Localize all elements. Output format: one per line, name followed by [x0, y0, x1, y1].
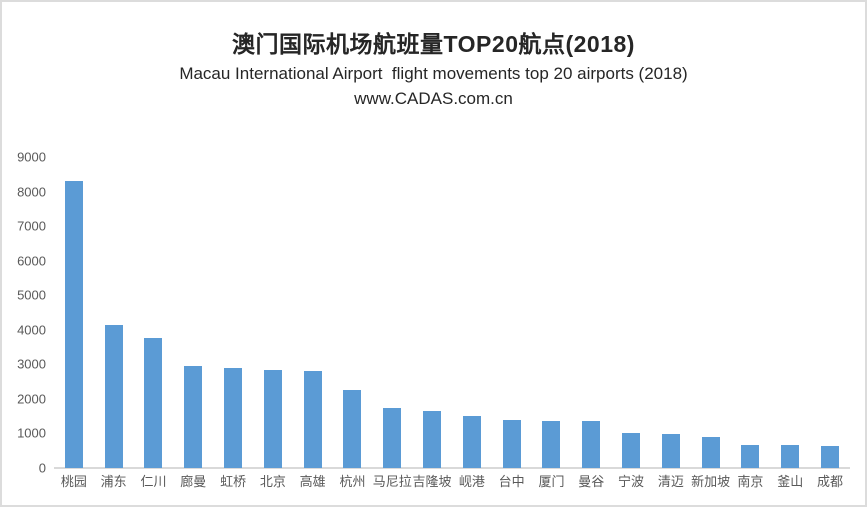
x-axis-label: 釜山: [777, 474, 804, 489]
chart-subtitle: Macau International Airport flight movem…: [179, 64, 688, 83]
y-axis-tick-label: 7000: [17, 218, 46, 234]
bar-清迈: [661, 434, 680, 468]
x-axis-label: 高雄: [299, 474, 326, 489]
x-axis-label: 虹桥: [220, 474, 247, 489]
x-axis-label: 浦东: [100, 474, 127, 489]
bar-台中: [502, 419, 521, 468]
x-axis-label: 仁川: [140, 474, 167, 489]
y-axis-tick-label: 6000: [17, 253, 46, 269]
bar-浦东: [104, 324, 123, 468]
bar-slot: 清迈: [651, 157, 691, 488]
bar-厦门: [542, 420, 561, 468]
bar-北京: [263, 369, 282, 468]
x-axis-label: 桃园: [60, 474, 87, 489]
y-axis-tick-label: 0: [38, 460, 46, 476]
x-axis-label: 杭州: [339, 474, 366, 489]
bar-slot: 岘港: [452, 157, 492, 488]
bar-slot: 浦东: [94, 157, 134, 488]
bar-仁川: [144, 338, 163, 468]
plot-area: 0 1000 2000 3000 4000 5000 6000 7000 8000 9000 桃园…: [17, 151, 850, 488]
x-axis-label: 成都: [817, 474, 844, 489]
bar-桃园: [64, 181, 83, 468]
x-axis-line: [54, 467, 850, 469]
y-axis-tick-label: 8000: [17, 184, 46, 200]
y-axis-tick-label: 4000: [17, 322, 46, 338]
bar-岘港: [462, 416, 481, 468]
y-axis-tick-label: 9000: [17, 149, 46, 165]
y-axis-tick-label: 3000: [17, 356, 46, 372]
x-axis-label: 马尼拉: [372, 474, 412, 489]
x-axis-label: 廊曼: [180, 474, 207, 489]
bar-曼谷: [582, 420, 601, 468]
chart-title: 澳门国际机场航班量TOP20航点(2018): [232, 31, 635, 57]
bar-slot: 厦门: [532, 157, 572, 488]
bar-成都: [821, 445, 840, 468]
x-axis-label: 岘港: [458, 474, 485, 489]
bar-马尼拉: [383, 407, 402, 468]
bar-高雄: [303, 371, 322, 468]
x-axis-label: 北京: [259, 474, 286, 489]
x-axis-label: 曼谷: [578, 474, 605, 489]
bar-slot: 桃园: [54, 157, 94, 488]
x-axis-label: 厦门: [538, 474, 565, 489]
bar-南京: [741, 445, 760, 468]
bar-slot: 廊曼: [173, 157, 213, 488]
bar-slot: 高雄: [293, 157, 333, 488]
bar-新加坡: [701, 437, 720, 468]
bar-slot: 杭州: [333, 157, 373, 488]
x-axis-label: 南京: [737, 474, 764, 489]
y-axis-tick-label: 1000: [17, 425, 46, 441]
x-axis-label: 新加坡: [691, 474, 731, 489]
x-axis-label: 清迈: [657, 474, 684, 489]
x-axis-label: 台中: [498, 474, 525, 489]
bar-釜山: [781, 445, 800, 468]
bar-slot: 台中: [492, 157, 532, 488]
x-axis-label: 宁波: [618, 474, 645, 489]
bar-slot: 曼谷: [571, 157, 611, 488]
y-axis: 0 1000 2000 3000 4000 5000 6000 7000 8000 9000: [2, 151, 46, 475]
bar-slot: 新加坡: [691, 157, 731, 488]
x-axis-label: 吉隆坡: [412, 474, 452, 489]
bar-虹桥: [224, 367, 243, 468]
bar-slot: 成都: [810, 157, 850, 488]
bar-杭州: [343, 390, 362, 468]
y-axis-tick-label: 5000: [17, 287, 46, 303]
bar-吉隆坡: [423, 410, 442, 468]
bar-slot: 北京: [253, 157, 293, 488]
bar-宁波: [622, 433, 641, 468]
bar-slot: 宁波: [611, 157, 651, 488]
bar-廊曼: [184, 366, 203, 468]
bar-slot: 仁川: [134, 157, 174, 488]
bar-slot: 马尼拉: [372, 157, 412, 488]
chart-watermark: www.CADAS.com.cn: [354, 89, 513, 108]
bar-slot: 虹桥: [213, 157, 253, 488]
y-axis-tick-label: 2000: [17, 391, 46, 407]
bar-slot: 吉隆坡: [412, 157, 452, 488]
bars-container: 桃园 浦东 仁川 廊曼 虹桥 北京 高雄 杭州 马尼拉 吉隆坡 岘港 台中 厦门 曼谷 宁波 清迈 新加坡 南京釜…: [54, 157, 850, 488]
bar-slot: 釜山: [770, 157, 810, 488]
bar-slot: 南京: [731, 157, 771, 488]
